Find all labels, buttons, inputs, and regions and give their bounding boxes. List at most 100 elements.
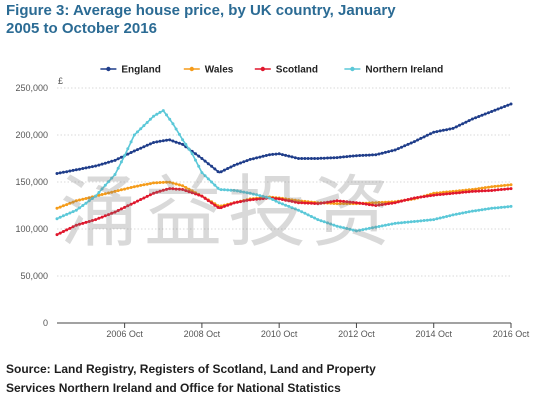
data-point: [84, 201, 88, 205]
data-point: [206, 199, 210, 203]
data-point: [390, 201, 394, 205]
data-point: [387, 202, 391, 206]
data-point: [268, 153, 271, 157]
data-point: [387, 223, 391, 227]
data-point: [194, 192, 197, 196]
data-point: [177, 132, 181, 136]
data-point: [210, 201, 214, 205]
data-point: [78, 222, 81, 226]
data-point: [354, 201, 358, 205]
data-point: [364, 227, 368, 231]
data-point: [107, 180, 110, 184]
data-point: [184, 142, 188, 146]
data-point: [367, 226, 371, 230]
data-point: [506, 205, 510, 209]
data-point: [129, 186, 133, 189]
data-point: [148, 193, 152, 197]
data-point: [416, 219, 420, 223]
y-tick-label: 0: [43, 318, 48, 328]
data-point: [300, 210, 304, 214]
data-point: [309, 157, 313, 160]
data-point: [441, 128, 445, 132]
data-point: [142, 124, 146, 128]
data-point: [158, 189, 162, 193]
data-point: [152, 141, 156, 144]
data-point: [258, 197, 262, 201]
data-point: [129, 202, 133, 206]
data-point: [454, 125, 458, 129]
data-point: [377, 225, 381, 228]
data-point: [474, 187, 478, 191]
data-point: [258, 155, 262, 159]
data-point: [306, 201, 310, 205]
data-point: [326, 156, 329, 160]
data-point: [445, 128, 449, 132]
data-point: [264, 195, 268, 199]
data-point: [303, 157, 307, 160]
data-point: [277, 201, 281, 205]
data-point: [364, 153, 368, 157]
data-point: [203, 174, 207, 178]
x-tick-label: 2008 Oct: [184, 329, 221, 339]
data-point: [474, 209, 478, 213]
x-tick-label: 2016 Oct: [493, 329, 530, 339]
data-point: [416, 196, 420, 199]
data-point: [429, 218, 432, 222]
data-point: [280, 198, 284, 201]
data-point: [235, 200, 239, 204]
data-point: [84, 220, 88, 224]
data-point: [403, 144, 407, 148]
y-gridlines: [57, 87, 511, 277]
data-point: [100, 187, 104, 191]
data-point: [171, 181, 175, 185]
data-point: [142, 196, 146, 200]
data-point: [509, 187, 513, 191]
data-point: [68, 226, 72, 230]
data-point: [107, 191, 110, 195]
data-point: [58, 231, 62, 235]
data-point: [71, 168, 75, 172]
data-point: [387, 150, 391, 154]
data-point: [380, 200, 384, 204]
data-point: [329, 156, 333, 160]
data-point: [210, 164, 214, 168]
legend-swatch-marker: [189, 66, 194, 72]
data-point: [448, 127, 452, 131]
data-point: [345, 200, 349, 204]
data-point: [139, 183, 143, 187]
series-line-northern-ireland: [56, 109, 512, 232]
data-point: [284, 203, 288, 207]
data-point: [226, 188, 230, 192]
data-point: [119, 160, 123, 164]
data-point: [116, 209, 120, 212]
data-point: [197, 164, 201, 168]
data-point: [100, 215, 104, 219]
data-point: [441, 215, 445, 219]
data-point: [119, 207, 123, 211]
data-point: [303, 201, 307, 205]
data-point: [145, 194, 149, 198]
data-point: [461, 211, 465, 215]
data-point: [319, 219, 323, 223]
data-point: [467, 119, 471, 123]
data-point: [213, 167, 217, 171]
series-markers-scotland: [55, 187, 513, 237]
data-point: [55, 172, 59, 175]
data-point: [503, 187, 507, 191]
data-point: [68, 201, 72, 205]
data-point: [226, 203, 230, 207]
data-point: [290, 199, 294, 203]
data-point: [123, 154, 127, 158]
data-point: [132, 149, 136, 153]
data-point: [390, 222, 394, 226]
series-markers-northern-ireland: [55, 109, 513, 233]
data-point: [264, 154, 268, 157]
data-point: [235, 189, 239, 193]
data-point: [438, 193, 442, 196]
data-point: [490, 206, 494, 210]
data-point: [248, 198, 252, 202]
data-point: [161, 139, 165, 143]
data-point: [490, 189, 494, 192]
data-point: [364, 202, 368, 206]
data-point: [161, 109, 165, 113]
